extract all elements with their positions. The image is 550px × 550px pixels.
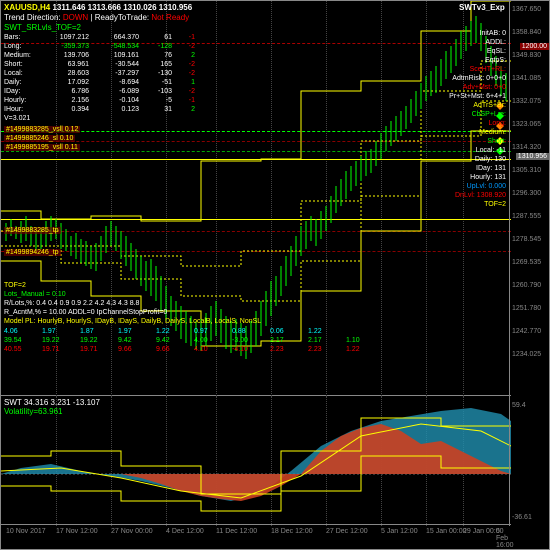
trade-annotation: #1499885195_vsll 0.11	[4, 144, 80, 151]
sub-chart-title: SWT 34.316 3.231 -13.107 Volatility=63.9…	[4, 398, 100, 416]
chart-title: XAUUSD,H4 1311.646 1313.666 1310.026 131…	[4, 3, 192, 12]
info-table: Bars:1097.212664.37061-1Long:-359.373-54…	[4, 33, 195, 123]
trade-annotation: #1499894246_tp	[4, 249, 61, 256]
time-x-axis: 10 Nov 201717 Nov 12:0027 Nov 00:004 Dec…	[1, 524, 511, 549]
indicator-status-line: SWT_SRLvls_TOF=2	[4, 23, 81, 32]
trade-annotation: #1499883285_vsll 0.12	[4, 126, 80, 133]
oscillator-y-axis: 59.4-36.61	[509, 396, 549, 526]
trend-direction-line: Trend Direction: DOWN | ReadyToTrade: No…	[4, 13, 189, 22]
price-marker: 1200.00	[520, 43, 549, 50]
price-marker: 1310.956	[516, 153, 549, 160]
right-info-panel: InitAB: 0ADDL: EqSL: EqtpS: SceHT+RL: Ad…	[449, 29, 506, 209]
trade-annotation: #1499883285_tp	[4, 227, 61, 234]
price-y-axis: 1367.6501358.8401349.8301341.0851332.075…	[509, 1, 549, 396]
trade-annotation: #1499885246_sl 0.10	[4, 135, 75, 142]
model-pl-table: 4.061.971.871.971.220.970.880.061.2239.5…	[4, 327, 374, 354]
bottom-params: TOF=2 Lots_Manual = 0.10 R/Lots,%: 0.4 0…	[4, 281, 261, 326]
trading-chart-window: XAUUSD,H4 1311.646 1313.666 1310.026 131…	[0, 0, 550, 550]
